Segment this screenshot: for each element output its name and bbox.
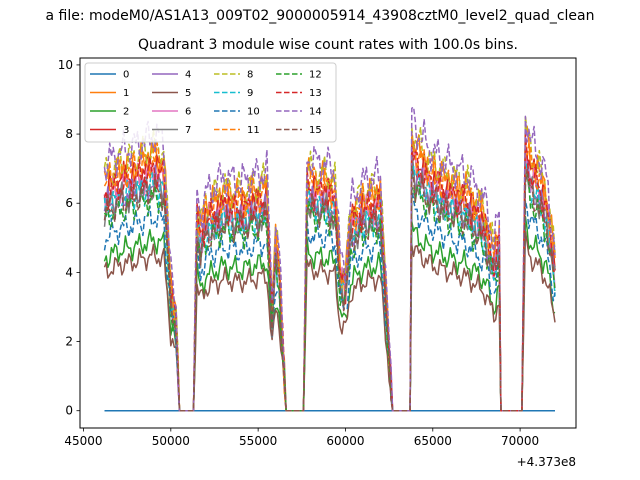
y-tick-label-4: 4 — [65, 265, 73, 279]
y-tick-label-8: 8 — [65, 127, 73, 141]
legend-label-9: 9 — [247, 88, 253, 99]
legend-label-5: 5 — [185, 88, 191, 99]
x-tick-label-60000: 60000 — [326, 434, 364, 448]
legend-label-13: 13 — [309, 88, 322, 99]
legend-label-3: 3 — [123, 125, 129, 136]
legend-label-12: 12 — [309, 70, 322, 81]
series-line-14 — [103, 106, 556, 412]
legend-label-0: 0 — [123, 70, 129, 81]
y-tick-label-10: 10 — [58, 58, 73, 72]
series-line-15 — [103, 165, 556, 412]
legend-label-6: 6 — [185, 107, 191, 118]
legend-label-2: 2 — [123, 107, 129, 118]
x-tick-label-65000: 65000 — [414, 434, 452, 448]
x-tick-label-50000: 50000 — [152, 434, 190, 448]
x-tick-label-55000: 55000 — [239, 434, 277, 448]
legend-label-4: 4 — [185, 70, 191, 81]
y-tick-label-6: 6 — [65, 196, 73, 210]
x-tick-label-70000: 70000 — [501, 434, 539, 448]
legend-label-15: 15 — [309, 125, 322, 136]
series-layer — [103, 106, 556, 412]
legend-label-1: 1 — [123, 88, 129, 99]
legend-label-7: 7 — [185, 125, 191, 136]
y-tick-label-2: 2 — [65, 335, 73, 349]
x-offset-label: +4.373e8 — [517, 455, 576, 469]
series-line-8 — [103, 115, 556, 412]
x-tick-label-45000: 45000 — [64, 434, 102, 448]
legend-box — [84, 62, 337, 143]
legend-label-14: 14 — [309, 107, 322, 118]
plot-frame — [79, 57, 577, 429]
legend-label-10: 10 — [247, 107, 260, 118]
figure-title: a file: modeM0/AS1A13_009T02_9000005914_… — [46, 8, 595, 24]
legend-label-11: 11 — [247, 125, 260, 136]
y-tick-label-0: 0 — [65, 404, 73, 418]
chart-title: Quadrant 3 module wise count rates with … — [138, 37, 518, 53]
legend-label-8: 8 — [247, 70, 253, 81]
